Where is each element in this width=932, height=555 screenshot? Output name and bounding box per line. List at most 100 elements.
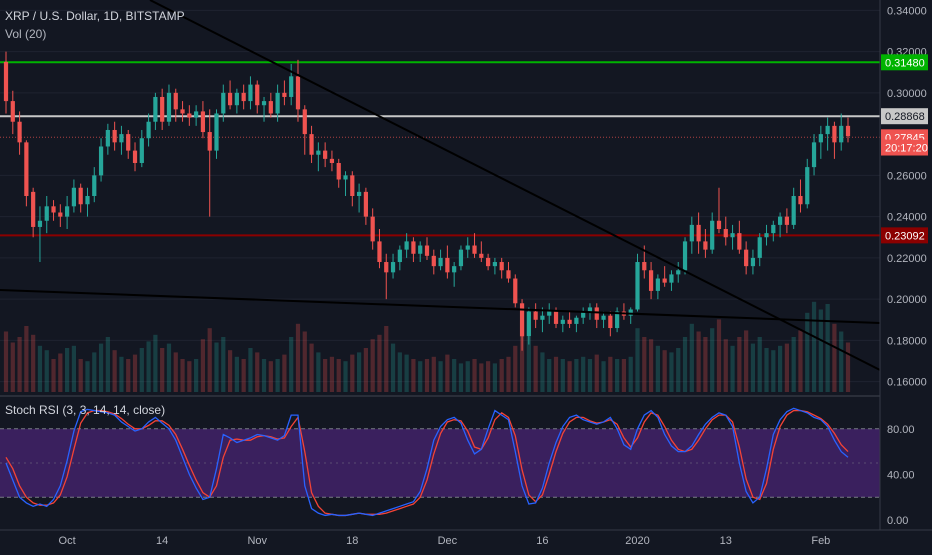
candle-body <box>166 92 172 122</box>
candle-body <box>811 142 817 168</box>
candle-body <box>737 233 742 250</box>
volume-bar <box>424 359 430 392</box>
candle-body <box>547 311 552 316</box>
volume-bar <box>560 359 565 392</box>
candle-body <box>44 206 49 221</box>
volume-bar <box>574 359 579 392</box>
volume-bar <box>452 359 457 392</box>
stoch-d-line <box>5 409 849 517</box>
candle-body <box>173 92 178 110</box>
candle-body <box>316 150 321 155</box>
stoch-rsi-panel <box>0 407 880 517</box>
price-axis[interactable]: 0.340000.320000.300000.260000.240000.220… <box>887 5 927 388</box>
price-label-text: 0.23092 <box>885 230 925 242</box>
volume-bar <box>98 343 104 392</box>
stoch-axis[interactable]: 80.00 40.00 0.00 <box>887 424 915 527</box>
volume-bar <box>370 339 375 392</box>
time-tick-label: 14 <box>156 535 168 547</box>
volume-bar <box>51 359 56 392</box>
stoch-k-line <box>5 407 849 517</box>
volume-bar <box>832 323 837 392</box>
volume-bar <box>166 343 172 392</box>
candle-body <box>200 111 206 133</box>
volume-bar <box>472 359 477 392</box>
candle-body <box>601 315 606 320</box>
time-axis[interactable]: Oct 14 Nov 18 Dec 16 2020 13 Feb <box>59 535 831 547</box>
candle-body <box>309 134 314 155</box>
candle-body <box>10 101 15 122</box>
volume-bar <box>10 342 15 392</box>
stoch-legend[interactable]: Stoch RSI (3, 3, 14, 14, close) <box>5 403 165 417</box>
volume-bar <box>696 331 701 392</box>
candle-body <box>553 311 559 324</box>
candle-body <box>506 270 511 279</box>
candle-body <box>682 241 688 271</box>
volume-bar <box>31 334 36 392</box>
volume-bar <box>757 337 762 392</box>
candle-body <box>445 257 450 273</box>
candle-body <box>3 61 9 102</box>
candle-body <box>703 241 708 250</box>
candle-body <box>343 175 348 180</box>
volume-bar <box>200 339 206 392</box>
candle-body <box>255 84 260 106</box>
candle-body <box>384 262 389 273</box>
candle-body <box>472 245 477 254</box>
price-label-box <box>881 139 928 156</box>
volume-bar <box>547 359 552 392</box>
candle-body <box>655 278 660 291</box>
price-label-box <box>881 108 928 125</box>
trendline-support[interactable] <box>0 289 881 324</box>
volume-legend[interactable]: Vol (20) <box>5 27 46 41</box>
volume-bar <box>458 363 464 392</box>
candle-body <box>608 315 613 329</box>
candle-body <box>635 262 640 310</box>
candle-body <box>248 84 253 102</box>
volume-bar <box>750 343 756 392</box>
volume-bar <box>513 345 518 392</box>
candle-body <box>241 92 246 102</box>
volume-bar <box>119 356 124 392</box>
volume-bar <box>553 356 559 392</box>
volume-bar <box>519 320 525 392</box>
candle-body <box>845 125 851 137</box>
volume-bar <box>261 359 267 392</box>
candle-body <box>329 158 335 163</box>
candle-body <box>662 278 667 283</box>
time-tick-label: 13 <box>720 535 732 547</box>
volume-bar <box>139 348 144 392</box>
volume-bar <box>791 337 796 392</box>
volume-bar <box>350 354 355 392</box>
candle-body <box>832 125 837 143</box>
volume-bar <box>377 334 382 392</box>
volume-bar <box>608 356 613 392</box>
candle-body <box>560 319 565 324</box>
volume-bar <box>587 359 593 392</box>
candle-body <box>465 245 470 250</box>
time-tick-label: 18 <box>346 535 358 547</box>
symbol-title[interactable]: XRP / U.S. Dollar, 1D, BITSTAMP <box>5 9 185 23</box>
candle-body <box>105 129 110 147</box>
trendlines[interactable] <box>0 0 881 371</box>
candle-body <box>458 249 464 267</box>
candle-body <box>153 96 158 122</box>
candle-body <box>214 113 219 151</box>
volume-bar <box>601 361 606 392</box>
candle-body <box>479 253 484 258</box>
candle-body <box>710 220 715 250</box>
volume-bar <box>187 361 192 392</box>
volume-bar <box>730 345 735 392</box>
volume-bar <box>411 359 416 392</box>
candle-body <box>723 229 728 238</box>
candle-body <box>689 224 694 242</box>
candle-body <box>540 315 545 320</box>
candle-body <box>424 245 430 256</box>
volume-bar <box>805 312 810 392</box>
volume-bar <box>445 354 450 392</box>
volume-bar <box>316 352 321 392</box>
volume-bar <box>777 345 783 392</box>
volume-bar <box>682 337 688 392</box>
trendline-descending[interactable] <box>149 0 881 371</box>
